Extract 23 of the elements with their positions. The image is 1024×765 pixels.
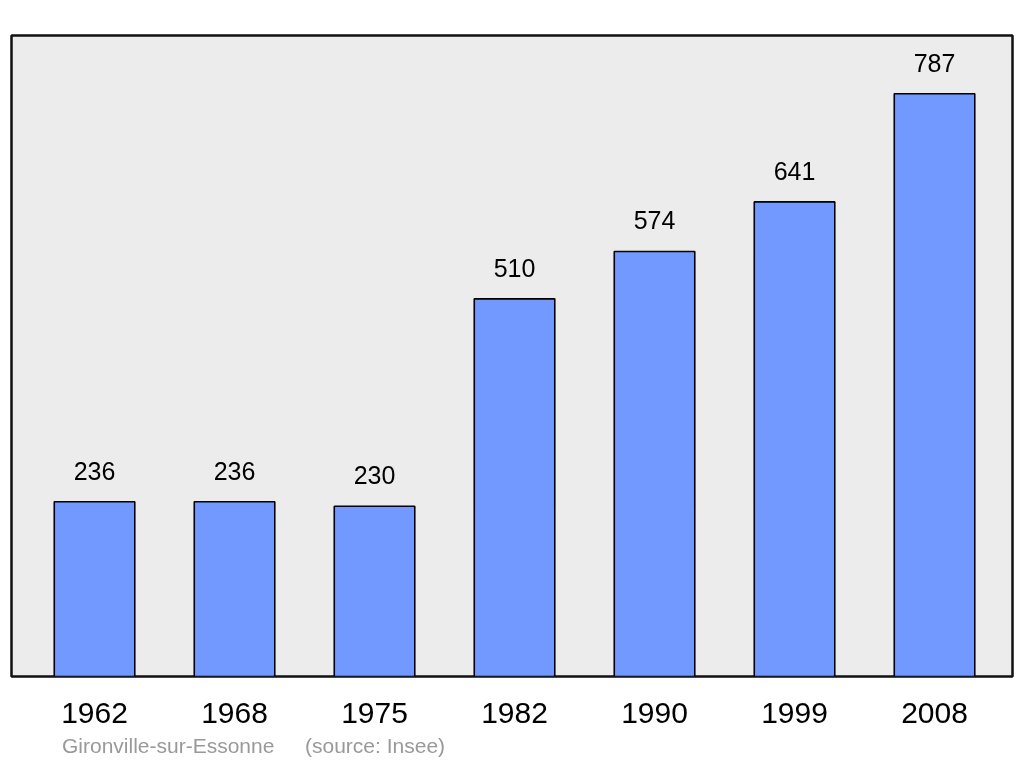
x-tick-label: 1968	[201, 695, 268, 729]
bar	[53, 500, 136, 677]
bar	[753, 201, 836, 677]
bar	[333, 505, 416, 677]
data-label: 574	[633, 206, 676, 235]
bar	[893, 92, 976, 677]
data-label: 236	[73, 456, 116, 485]
x-tick-label: 1982	[481, 695, 548, 729]
data-label: 641	[773, 156, 816, 185]
text: (source: Insee)	[305, 733, 447, 759]
bar	[473, 298, 556, 677]
x-tick-label: 2008	[901, 695, 968, 729]
bar	[193, 500, 276, 677]
data-label: 236	[213, 456, 256, 485]
x-tick-label: 1962	[61, 695, 128, 729]
data-label: 787	[913, 48, 956, 77]
bar	[613, 250, 696, 677]
x-tick-label: 1990	[621, 695, 688, 729]
x-tick-label: 1975	[341, 695, 408, 729]
data-label: 510	[493, 253, 536, 282]
x-tick-label: 1999	[761, 695, 828, 729]
data-label: 230	[353, 461, 396, 490]
text: Gironville-sur-Essonne	[62, 733, 276, 759]
